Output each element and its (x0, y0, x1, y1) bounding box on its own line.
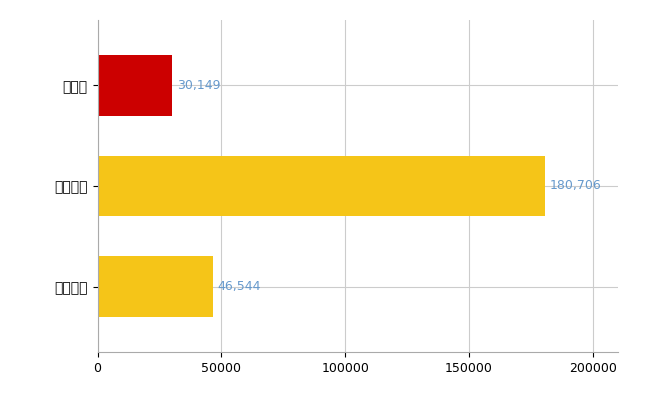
Text: 180,706: 180,706 (550, 180, 602, 192)
Bar (98, 55, 172, 116)
Bar (98, 256, 213, 317)
Bar (98, 156, 545, 216)
Text: 30,149: 30,149 (177, 79, 220, 92)
Text: 46,544: 46,544 (218, 280, 261, 293)
